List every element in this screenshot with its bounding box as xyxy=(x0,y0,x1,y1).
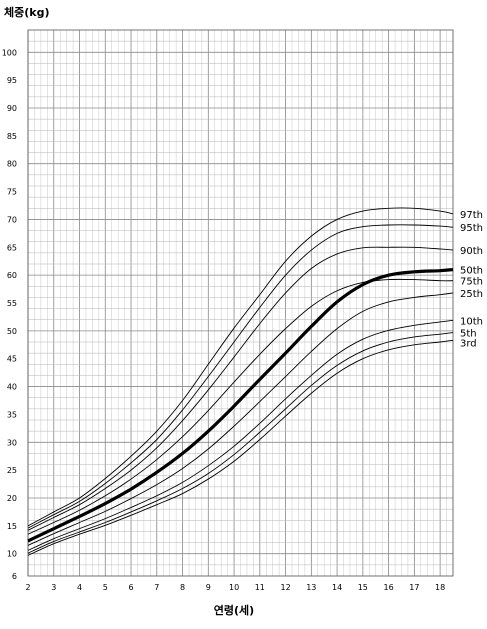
percentile-label-5th: 5th xyxy=(460,329,477,340)
y-axis-title: 체중(kg) xyxy=(4,5,49,19)
y-tick-label: 95 xyxy=(7,76,17,85)
y-tick-label: 65 xyxy=(7,243,17,252)
x-tick-label: 17 xyxy=(409,583,419,592)
y-tick-label: 50 xyxy=(7,327,17,336)
y-tick-label: 15 xyxy=(7,522,17,531)
percentile-curve-5th xyxy=(27,332,454,554)
y-tick-label: 60 xyxy=(7,271,17,280)
y-tick-label: 20 xyxy=(7,494,17,503)
x-tick-label: 10 xyxy=(229,583,239,592)
percentile-label-75th: 75th xyxy=(460,277,483,288)
x-tick-label: 15 xyxy=(358,583,368,592)
x-tick-label: 12 xyxy=(281,583,291,592)
percentile-curve-75th xyxy=(27,278,454,535)
y-tick-label: 45 xyxy=(7,355,17,364)
percentile-label-95th: 95th xyxy=(460,223,483,234)
percentile-label-3rd: 3rd xyxy=(460,339,477,350)
x-tick-label: 9 xyxy=(206,583,211,592)
y-tick-label: 70 xyxy=(7,215,17,224)
percentile-label-97th: 97th xyxy=(460,210,483,221)
y-tick-label: 55 xyxy=(7,299,17,308)
plot-frame xyxy=(27,29,454,577)
x-tick-label: 5 xyxy=(103,583,108,592)
percentile-label-10th: 10th xyxy=(460,316,483,327)
x-tick-label: 13 xyxy=(306,583,316,592)
y-tick-label: 90 xyxy=(7,104,17,113)
percentile-curves xyxy=(27,207,454,556)
x-tick-label: 18 xyxy=(435,583,445,592)
percentile-curve-3rd xyxy=(27,339,454,556)
x-tick-label: 4 xyxy=(77,583,82,592)
x-axis-title: 연령(세) xyxy=(214,603,254,617)
percentile-curve-90th xyxy=(27,246,454,531)
y-tick-label: 75 xyxy=(7,188,17,197)
y-tick-label: 30 xyxy=(7,438,17,447)
y-tick-label: 10 xyxy=(7,550,17,559)
y-tick-label: 100 xyxy=(2,48,17,57)
y-tick-label: 40 xyxy=(7,383,17,392)
percentile-label-25th: 25th xyxy=(460,289,483,300)
percentile-curve-97th xyxy=(27,207,454,527)
percentile-label-90th: 90th xyxy=(460,246,483,257)
x-tick-label: 7 xyxy=(154,583,159,592)
y-tick-label: 80 xyxy=(7,160,17,169)
y-tick-label: 35 xyxy=(7,410,17,419)
x-tick-label: 14 xyxy=(332,583,342,592)
percentile-curve-10th xyxy=(27,319,454,551)
percentile-curve-95th xyxy=(27,224,454,529)
x-tick-label: 11 xyxy=(255,583,265,592)
x-tick-label: 8 xyxy=(180,583,185,592)
y-tick-label: 6 xyxy=(12,572,17,581)
x-tick-label: 6 xyxy=(128,583,133,592)
x-tick-label: 16 xyxy=(384,583,394,592)
y-tick-label: 25 xyxy=(7,466,17,475)
x-tick-label: 3 xyxy=(51,583,56,592)
x-tick-labels: 2 3 4 5 6 7 8 9 10 11 12 13 14 15 16 17 18 xyxy=(25,583,445,592)
x-tick-label: 2 xyxy=(25,583,30,592)
percentile-label-50th: 50th xyxy=(460,266,483,277)
percentile-curve-50th xyxy=(27,267,454,543)
grid xyxy=(27,29,454,577)
y-tick-label: 85 xyxy=(7,132,17,141)
y-tick-labels: 6 10 15 20 25 30 35 40 45 50 55 60 65 70 75 80 85 90 95 100 xyxy=(2,48,17,581)
percentile-curve-25th xyxy=(27,292,454,546)
